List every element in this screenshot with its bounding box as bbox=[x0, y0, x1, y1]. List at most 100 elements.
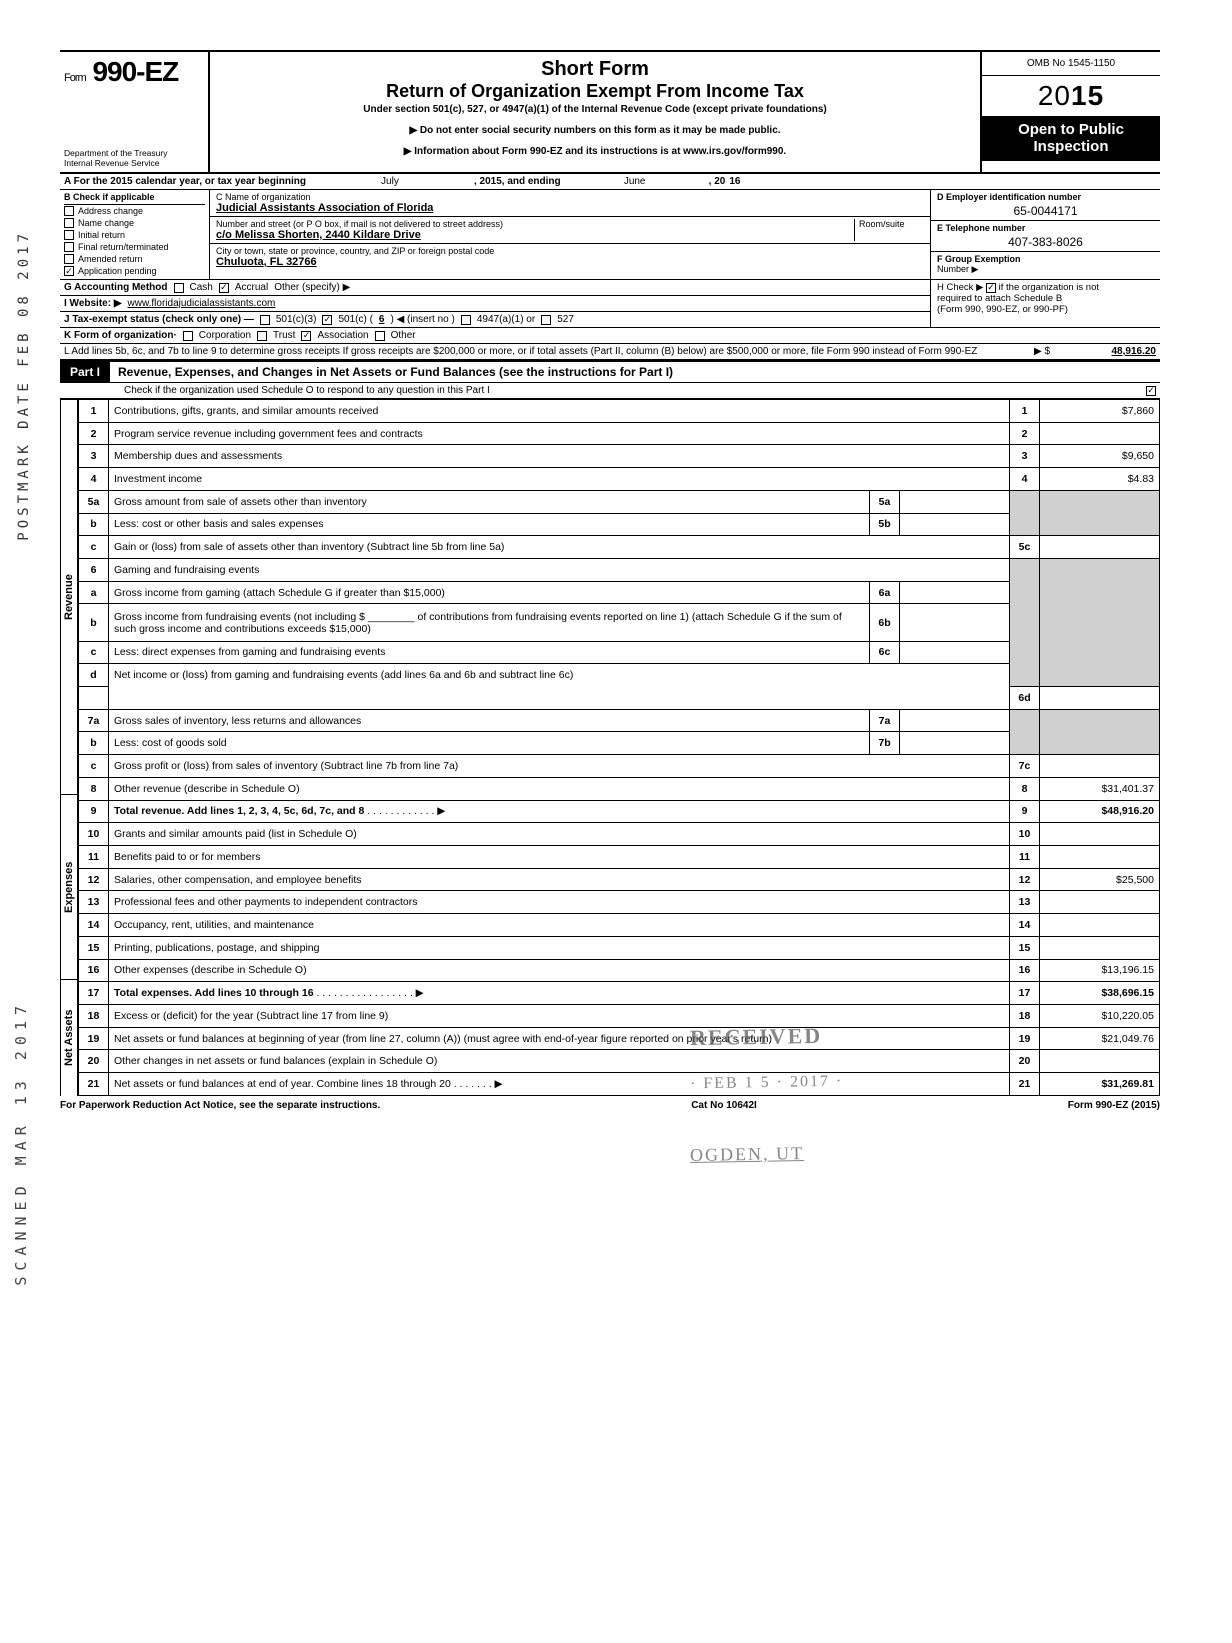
line-6: 6Gaming and fundraising events bbox=[79, 559, 1160, 582]
check-address-change[interactable]: Address change bbox=[64, 205, 205, 217]
page-footer: For Paperwork Reduction Act Notice, see … bbox=[60, 1096, 1160, 1111]
check-cash[interactable] bbox=[174, 283, 184, 293]
check-initial-return[interactable]: Initial return bbox=[64, 229, 205, 241]
netassets-section-label: Net Assets bbox=[60, 979, 78, 1096]
form-label: Form bbox=[64, 72, 86, 84]
check-4947[interactable] bbox=[461, 315, 471, 325]
form-version: Form 990-EZ (2015) bbox=[1068, 1100, 1160, 1111]
title-return: Return of Organization Exempt From Incom… bbox=[218, 81, 972, 102]
row-h: H Check ▶ ✓ if the organization is not r… bbox=[930, 280, 1160, 328]
ssn-warning: Do not enter social security numbers on … bbox=[218, 125, 972, 136]
stamp-ogden: OGDEN, UT bbox=[680, 1139, 814, 1170]
line-19: 19Net assets or fund balances at beginni… bbox=[79, 1027, 1160, 1050]
org-address: c/o Melissa Shorten, 2440 Kildare Drive bbox=[216, 229, 421, 241]
part-1-schedule-o: Check if the organization used Schedule … bbox=[60, 383, 1160, 399]
check-527[interactable] bbox=[541, 315, 551, 325]
line-14: 14Occupancy, rent, utilities, and mainte… bbox=[79, 914, 1160, 937]
line-7c: cGross profit or (loss) from sales of in… bbox=[79, 755, 1160, 778]
line-5c: cGain or (loss) from sale of assets othe… bbox=[79, 536, 1160, 559]
stamp-postmark: POSTMARK DATE FEB 08 2017 bbox=[16, 230, 32, 541]
line-12: 12Salaries, other compensation, and empl… bbox=[79, 868, 1160, 891]
open-to-public: Open to Public Inspection bbox=[982, 116, 1160, 161]
check-corporation[interactable] bbox=[183, 331, 193, 341]
title-short-form: Short Form bbox=[218, 58, 972, 81]
line-10: 10Grants and similar amounts paid (list … bbox=[79, 823, 1160, 846]
line-1: 1Contributions, gifts, grants, and simil… bbox=[79, 400, 1160, 423]
form-number: 990-EZ bbox=[92, 56, 178, 87]
line-20: 20Other changes in net assets or fund ba… bbox=[79, 1050, 1160, 1073]
check-final-return[interactable]: Final return/terminated bbox=[64, 241, 205, 253]
part-1-table: Revenue Expenses Net Assets 1Contributio… bbox=[60, 399, 1160, 1096]
org-name: Judicial Assistants Association of Flori… bbox=[216, 202, 433, 214]
line-6c: cLess: direct expenses from gaming and f… bbox=[79, 641, 1160, 664]
check-501c3[interactable] bbox=[260, 315, 270, 325]
header-right: OMB No 1545-1150 2015 Open to Public Ins… bbox=[980, 52, 1160, 172]
line-8: 8Other revenue (describe in Schedule O)8… bbox=[79, 777, 1160, 800]
website-url: www.floridajudicialassistants.com bbox=[128, 298, 276, 309]
end-year: 16 bbox=[729, 176, 740, 187]
check-name-change[interactable]: Name change bbox=[64, 217, 205, 229]
check-trust[interactable] bbox=[257, 331, 267, 341]
line-15: 15Printing, publications, postage, and s… bbox=[79, 936, 1160, 959]
lines-table: 1Contributions, gifts, grants, and simil… bbox=[78, 399, 1160, 1096]
line-5b: bLess: cost or other basis and sales exp… bbox=[79, 513, 1160, 536]
line-6b: bGross income from fundraising events (n… bbox=[79, 604, 1160, 641]
begin-month: July bbox=[310, 176, 470, 187]
part-1-header: Part I Revenue, Expenses, and Changes in… bbox=[60, 361, 1160, 383]
check-accrual[interactable]: ✓ bbox=[219, 283, 229, 293]
paperwork-notice: For Paperwork Reduction Act Notice, see … bbox=[60, 1100, 380, 1111]
check-other-org[interactable] bbox=[375, 331, 385, 341]
line-3: 3Membership dues and assessments3$9,650 bbox=[79, 445, 1160, 468]
header-middle: Short Form Return of Organization Exempt… bbox=[210, 52, 980, 172]
box-b: B Check if applicable Address change Nam… bbox=[60, 190, 210, 279]
line-18: 18Excess or (deficit) for the year (Subt… bbox=[79, 1005, 1160, 1028]
subtitle: Under section 501(c), 527, or 4947(a)(1)… bbox=[218, 104, 972, 115]
omb-number: OMB No 1545-1150 bbox=[982, 52, 1160, 76]
header-left: Form 990-EZ Department of the Treasury I… bbox=[60, 52, 210, 172]
ein: 65-0044171 bbox=[937, 204, 1154, 218]
line-5a: 5aGross amount from sale of assets other… bbox=[79, 490, 1160, 513]
line-13: 13Professional fees and other payments t… bbox=[79, 891, 1160, 914]
line-6d-spacer: dNet income or (loss) from gaming and fu… bbox=[79, 664, 1160, 687]
line-9: 9Total revenue. Add lines 1, 2, 3, 4, 5c… bbox=[79, 800, 1160, 823]
tax-year: 2015 bbox=[982, 76, 1160, 116]
line-11: 11Benefits paid to or for members11 bbox=[79, 846, 1160, 869]
stamp-scanned: SCANNED MAR 13 2017 bbox=[12, 1000, 30, 1286]
row-l-gross-receipts: L Add lines 5b, 6c, and 7b to line 9 to … bbox=[60, 344, 1160, 361]
501c-number: 6 bbox=[379, 314, 385, 325]
check-schedule-o[interactable]: ✓ bbox=[1146, 386, 1156, 396]
line-6d: 6d bbox=[79, 686, 1160, 709]
form-990ez: Form 990-EZ Department of the Treasury I… bbox=[60, 50, 1160, 1111]
row-i-website: I Website: ▶ www.floridajudicialassistan… bbox=[60, 296, 930, 312]
line-2: 2Program service revenue including gover… bbox=[79, 422, 1160, 445]
row-g-accounting: G Accounting Method Cash ✓Accrual Other … bbox=[60, 280, 930, 296]
row-k-org-form: K Form of organization· Corporation Trus… bbox=[60, 328, 1160, 344]
dept-label: Department of the Treasury bbox=[64, 148, 204, 158]
irs-label: Internal Revenue Service bbox=[64, 158, 204, 168]
line-7a: 7aGross sales of inventory, less returns… bbox=[79, 709, 1160, 732]
org-city: Chuluota, FL 32766 bbox=[216, 256, 317, 268]
line-16: 16Other expenses (describe in Schedule O… bbox=[79, 959, 1160, 982]
catalog-number: Cat No 10642I bbox=[691, 1100, 757, 1111]
revenue-section-label: Revenue bbox=[60, 399, 78, 794]
boxes-def: D Employer identification number 65-0044… bbox=[930, 190, 1160, 279]
line-6a: aGross income from gaming (attach Schedu… bbox=[79, 581, 1160, 604]
end-month: June bbox=[565, 176, 705, 187]
check-schedule-b[interactable]: ✓ bbox=[986, 283, 996, 293]
section-bcdef: B Check if applicable Address change Nam… bbox=[60, 190, 1160, 280]
form-header: Form 990-EZ Department of the Treasury I… bbox=[60, 50, 1160, 174]
gross-receipts-value: 48,916.20 bbox=[1056, 346, 1156, 357]
box-c: C Name of organization Judicial Assistan… bbox=[210, 190, 930, 279]
telephone: 407-383-8026 bbox=[937, 235, 1154, 249]
line-21: 21Net assets or fund balances at end of … bbox=[79, 1073, 1160, 1096]
row-j-tax-exempt: J Tax-exempt status (check only one) — 5… bbox=[60, 312, 930, 328]
row-a-tax-year: A For the 2015 calendar year, or tax yea… bbox=[60, 174, 1160, 190]
check-association[interactable]: ✓ bbox=[301, 331, 311, 341]
expenses-section-label: Expenses bbox=[60, 794, 78, 979]
line-4: 4Investment income4$4.83 bbox=[79, 468, 1160, 491]
check-amended-return[interactable]: Amended return bbox=[64, 253, 205, 265]
line-7b: bLess: cost of goods sold7b bbox=[79, 732, 1160, 755]
check-application-pending[interactable]: ✓Application pending bbox=[64, 265, 205, 277]
check-501c[interactable]: ✓ bbox=[322, 315, 332, 325]
instructions-url: Information about Form 990-EZ and its in… bbox=[218, 146, 972, 157]
